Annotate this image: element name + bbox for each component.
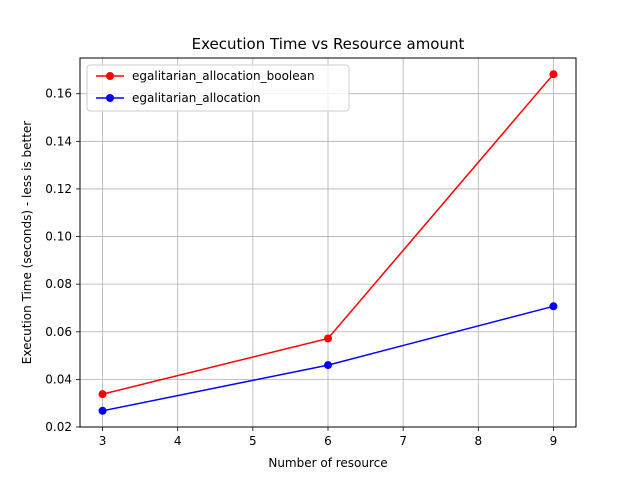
data-point-egalitarian_allocation_boolean	[324, 334, 332, 343]
x-tick-label: 5	[249, 434, 257, 448]
y-tick-label: 0.02	[45, 420, 72, 434]
x-tick-label: 7	[399, 434, 407, 448]
y-tick-label: 0.06	[45, 325, 72, 339]
legend-marker-egalitarian_allocation	[106, 94, 114, 102]
y-axis: 0.02 0.04 0.06 0.08 0.10 0.12 0.14 0.16	[45, 87, 80, 434]
chart-title: Execution Time vs Resource amount	[192, 35, 465, 53]
x-tick-label: 6	[324, 434, 332, 448]
x-tick-label: 9	[550, 434, 558, 448]
data-point-egalitarian_allocation_boolean	[98, 390, 107, 399]
x-tick-label: 4	[174, 434, 182, 448]
legend-marker-egalitarian_allocation_boolean	[106, 72, 114, 80]
data-point-egalitarian_allocation	[324, 361, 332, 370]
x-axis: 3 4 5 6 7 8 9	[99, 427, 558, 448]
legend-label: egalitarian_allocation_boolean	[132, 69, 315, 83]
x-tick-label: 8	[474, 434, 482, 448]
legend-label: egalitarian_allocation	[132, 91, 261, 105]
y-tick-label: 0.14	[45, 134, 72, 148]
x-tick-label: 3	[99, 434, 107, 448]
data-point-egalitarian_allocation_boolean	[549, 70, 558, 79]
legend-box	[86, 64, 350, 112]
data-point-egalitarian_allocation	[98, 406, 107, 415]
legend: egalitarian_allocation_boolean egalitaria…	[86, 64, 350, 112]
y-tick-label: 0.04	[45, 372, 72, 386]
y-tick-label: 0.16	[45, 87, 72, 101]
y-axis-label: Execution Time (seconds) - less is bette…	[20, 121, 34, 364]
y-tick-label: 0.10	[45, 230, 72, 244]
series-lines	[98, 70, 558, 415]
data-point-egalitarian_allocation	[549, 302, 558, 311]
y-tick-label: 0.12	[45, 182, 72, 196]
x-axis-label: Number of resource	[268, 456, 387, 470]
y-tick-label: 0.08	[45, 277, 72, 291]
